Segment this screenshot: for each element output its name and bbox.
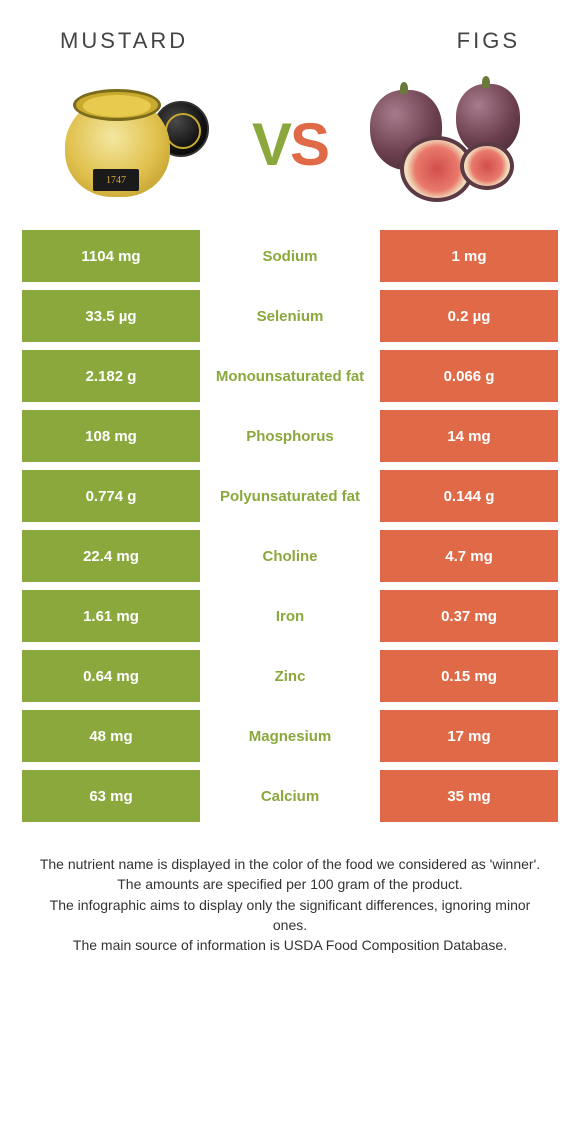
- left-value-cell: 0.64 mg: [22, 650, 200, 702]
- comparison-table: 1104 mgSodium1 mg 33.5 µgSelenium0.2 µg 2.…: [0, 228, 580, 822]
- footnote: The nutrient name is displayed in the co…: [34, 854, 546, 874]
- nutrient-label-cell: Sodium: [200, 230, 380, 282]
- title-left: MUSTARD: [60, 28, 188, 54]
- table-row: 33.5 µgSelenium0.2 µg: [22, 290, 558, 342]
- table-row: 22.4 mgCholine4.7 mg: [22, 530, 558, 582]
- right-value-cell: 0.2 µg: [380, 290, 558, 342]
- vs-v: V: [252, 111, 290, 178]
- nutrient-label-cell: Selenium: [200, 290, 380, 342]
- right-value-cell: 0.144 g: [380, 470, 558, 522]
- mustard-image: 1747: [60, 84, 210, 204]
- table-row: 48 mgMagnesium17 mg: [22, 710, 558, 762]
- nutrient-label-cell: Calcium: [200, 770, 380, 822]
- fig-cut-icon: [460, 142, 514, 190]
- right-value-cell: 4.7 mg: [380, 530, 558, 582]
- title-right: FIGS: [457, 28, 520, 54]
- hero-row: 1747 VS: [0, 66, 580, 228]
- footnote: The main source of information is USDA F…: [34, 935, 546, 955]
- nutrient-label-cell: Polyunsaturated fat: [200, 470, 380, 522]
- right-value-cell: 0.15 mg: [380, 650, 558, 702]
- left-value-cell: 22.4 mg: [22, 530, 200, 582]
- nutrient-label-cell: Zinc: [200, 650, 380, 702]
- table-row: 63 mgCalcium35 mg: [22, 770, 558, 822]
- right-value-cell: 0.37 mg: [380, 590, 558, 642]
- right-value-cell: 17 mg: [380, 710, 558, 762]
- left-value-cell: 2.182 g: [22, 350, 200, 402]
- jar-inner-icon: [83, 95, 151, 117]
- right-value-cell: 35 mg: [380, 770, 558, 822]
- right-value-cell: 0.066 g: [380, 350, 558, 402]
- table-row: 1104 mgSodium1 mg: [22, 230, 558, 282]
- right-value-cell: 1 mg: [380, 230, 558, 282]
- left-value-cell: 108 mg: [22, 410, 200, 462]
- right-value-cell: 14 mg: [380, 410, 558, 462]
- left-value-cell: 33.5 µg: [22, 290, 200, 342]
- footnote: The infographic aims to display only the…: [34, 895, 546, 936]
- vs-s: S: [290, 111, 328, 178]
- left-value-cell: 63 mg: [22, 770, 200, 822]
- nutrient-label-cell: Iron: [200, 590, 380, 642]
- nutrient-label-cell: Monounsaturated fat: [200, 350, 380, 402]
- figs-image: [370, 84, 520, 204]
- header: MUSTARD FIGS: [0, 0, 580, 66]
- left-value-cell: 1.61 mg: [22, 590, 200, 642]
- left-value-cell: 0.774 g: [22, 470, 200, 522]
- table-row: 2.182 gMonounsaturated fat0.066 g: [22, 350, 558, 402]
- footer-notes: The nutrient name is displayed in the co…: [0, 830, 580, 955]
- nutrient-label-cell: Magnesium: [200, 710, 380, 762]
- table-row: 1.61 mgIron0.37 mg: [22, 590, 558, 642]
- table-row: 108 mgPhosphorus14 mg: [22, 410, 558, 462]
- nutrient-label-cell: Choline: [200, 530, 380, 582]
- left-value-cell: 48 mg: [22, 710, 200, 762]
- table-row: 0.64 mgZinc0.15 mg: [22, 650, 558, 702]
- footnote: The amounts are specified per 100 gram o…: [34, 874, 546, 894]
- jar-label: 1747: [93, 169, 139, 191]
- table-row: 0.774 gPolyunsaturated fat0.144 g: [22, 470, 558, 522]
- left-value-cell: 1104 mg: [22, 230, 200, 282]
- nutrient-label-cell: Phosphorus: [200, 410, 380, 462]
- vs-label: VS: [252, 110, 328, 179]
